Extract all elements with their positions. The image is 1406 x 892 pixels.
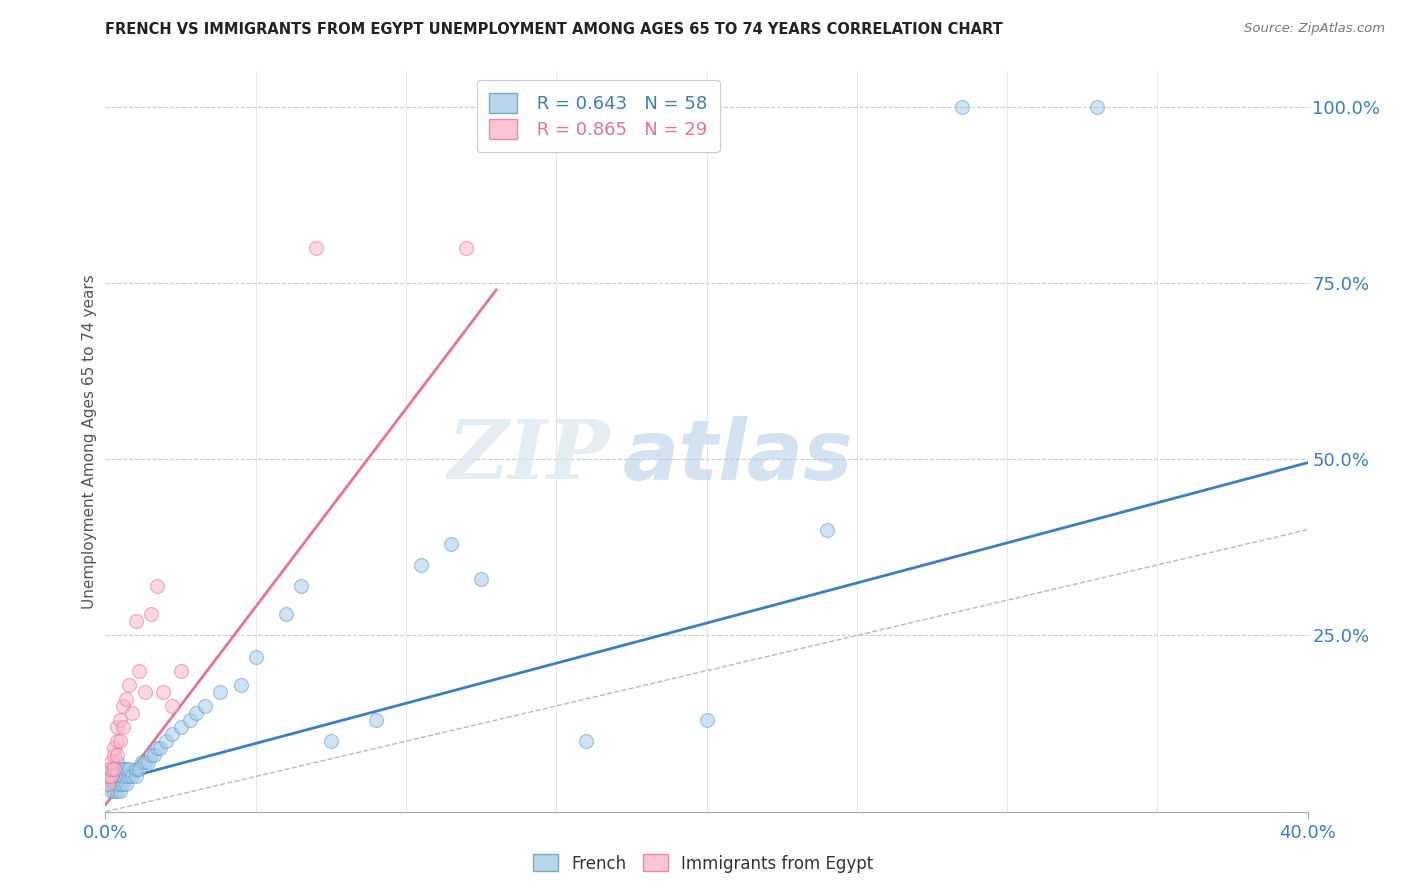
Point bbox=[290, 579, 312, 593]
Point bbox=[103, 748, 125, 763]
Point bbox=[110, 783, 132, 797]
Point bbox=[115, 692, 138, 706]
Point bbox=[118, 678, 141, 692]
Point bbox=[112, 776, 135, 790]
Point bbox=[409, 558, 432, 572]
Point bbox=[1085, 100, 1108, 114]
Point bbox=[107, 734, 129, 748]
Point bbox=[112, 720, 135, 734]
Point bbox=[110, 734, 132, 748]
Point bbox=[169, 720, 191, 734]
Point bbox=[107, 763, 129, 777]
Point bbox=[103, 783, 125, 797]
Point bbox=[134, 756, 156, 770]
Point bbox=[696, 713, 718, 727]
Point bbox=[815, 523, 838, 537]
Point bbox=[229, 678, 252, 692]
Point bbox=[107, 720, 129, 734]
Point bbox=[134, 685, 156, 699]
Point bbox=[112, 698, 135, 713]
Point bbox=[97, 776, 120, 790]
Point bbox=[145, 579, 167, 593]
Point bbox=[136, 756, 159, 770]
Point bbox=[115, 763, 138, 777]
Point bbox=[142, 748, 165, 763]
Point bbox=[148, 741, 170, 756]
Point bbox=[100, 769, 122, 783]
Point bbox=[112, 763, 135, 777]
Point bbox=[100, 763, 122, 777]
Text: FRENCH VS IMMIGRANTS FROM EGYPT UNEMPLOYMENT AMONG AGES 65 TO 74 YEARS CORRELATI: FRENCH VS IMMIGRANTS FROM EGYPT UNEMPLOY… bbox=[105, 22, 1004, 37]
Point bbox=[364, 713, 387, 727]
Point bbox=[950, 100, 973, 114]
Point bbox=[160, 727, 183, 741]
Point bbox=[115, 769, 138, 783]
Text: atlas: atlas bbox=[623, 416, 853, 497]
Point bbox=[305, 241, 328, 255]
Point bbox=[179, 713, 201, 727]
Point bbox=[110, 769, 132, 783]
Point bbox=[112, 769, 135, 783]
Point bbox=[115, 776, 138, 790]
Point bbox=[454, 241, 477, 255]
Point bbox=[184, 706, 207, 720]
Point bbox=[118, 763, 141, 777]
Point bbox=[152, 685, 174, 699]
Point bbox=[194, 698, 217, 713]
Point bbox=[107, 748, 129, 763]
Point bbox=[124, 763, 146, 777]
Point bbox=[107, 769, 129, 783]
Point bbox=[103, 769, 125, 783]
Point bbox=[100, 763, 122, 777]
Point bbox=[208, 685, 231, 699]
Point bbox=[139, 607, 162, 622]
Point bbox=[107, 756, 129, 770]
Point bbox=[128, 664, 150, 678]
Point bbox=[97, 776, 120, 790]
Point bbox=[160, 698, 183, 713]
Point bbox=[107, 783, 129, 797]
Y-axis label: Unemployment Among Ages 65 to 74 years: Unemployment Among Ages 65 to 74 years bbox=[82, 274, 97, 609]
Point bbox=[103, 763, 125, 777]
Point bbox=[575, 734, 598, 748]
Point bbox=[103, 763, 125, 777]
Point bbox=[131, 756, 153, 770]
Point bbox=[124, 769, 146, 783]
Point bbox=[169, 664, 191, 678]
Point bbox=[440, 537, 463, 551]
Point bbox=[124, 615, 146, 629]
Point bbox=[274, 607, 297, 622]
Point bbox=[97, 769, 120, 783]
Point bbox=[110, 763, 132, 777]
Point bbox=[118, 769, 141, 783]
Point bbox=[319, 734, 342, 748]
Point bbox=[121, 769, 143, 783]
Legend: French, Immigrants from Egypt: French, Immigrants from Egypt bbox=[526, 847, 880, 880]
Text: ZIP: ZIP bbox=[447, 417, 610, 496]
Point bbox=[110, 776, 132, 790]
Point bbox=[97, 769, 120, 783]
Point bbox=[155, 734, 177, 748]
Point bbox=[100, 769, 122, 783]
Point bbox=[245, 649, 267, 664]
Point bbox=[107, 776, 129, 790]
Point bbox=[128, 763, 150, 777]
Point bbox=[139, 748, 162, 763]
Text: Source: ZipAtlas.com: Source: ZipAtlas.com bbox=[1244, 22, 1385, 36]
Point bbox=[97, 763, 120, 777]
Point bbox=[103, 741, 125, 756]
Point bbox=[145, 741, 167, 756]
Point bbox=[100, 783, 122, 797]
Point bbox=[100, 756, 122, 770]
Point bbox=[110, 713, 132, 727]
Point bbox=[121, 706, 143, 720]
Point bbox=[470, 572, 492, 586]
Legend:  R = 0.643   N = 58,  R = 0.865   N = 29: R = 0.643 N = 58, R = 0.865 N = 29 bbox=[477, 80, 720, 152]
Point bbox=[103, 776, 125, 790]
